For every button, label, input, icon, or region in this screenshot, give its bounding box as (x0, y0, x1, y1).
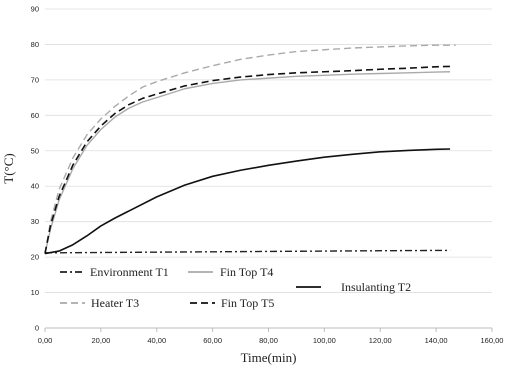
y-tick-label: 80 (31, 40, 39, 49)
legend-label: Heater T3 (91, 296, 139, 310)
x-tick-label: 120,00 (369, 336, 392, 345)
y-tick-label: 90 (31, 5, 39, 14)
y-tick-label: 60 (31, 111, 39, 120)
series-line-heater-t3 (44, 44, 456, 254)
legend: Environment T1 Fin Top T4 Heater T3 Fin Top… (60, 265, 411, 310)
y-tick-label: 20 (31, 253, 39, 262)
legend-label: Fin Top T5 (221, 296, 274, 310)
tick-labels: 0 10 20 30 40 50 60 70 80 90 0,00 20,00 40,00 60,00 80… (31, 5, 504, 346)
x-tick-label: 80,00 (259, 336, 278, 345)
x-tick-label: 0,00 (38, 336, 53, 345)
x-tick-label: 40,00 (147, 336, 166, 345)
x-tick-label: 140,00 (425, 336, 448, 345)
series-line-insulanting-t2 (44, 148, 451, 255)
gridlines (45, 8, 492, 293)
x-tick-label: 60,00 (203, 336, 222, 345)
x-axis-label: Time(min) (241, 350, 297, 365)
y-tick-label: 0 (35, 324, 39, 333)
legend-label: Environment T1 (90, 265, 169, 279)
y-tick-label: 10 (31, 288, 39, 297)
series-lines (44, 44, 456, 255)
y-tick-label: 70 (31, 75, 39, 84)
x-tick-label: 20,00 (91, 336, 110, 345)
y-tick-label: 30 (31, 217, 39, 226)
x-tick-label: 100,00 (313, 336, 336, 345)
legend-label: Insulanting T2 (341, 280, 411, 294)
series-line-environment-t1 (44, 249, 451, 254)
axes (44, 327, 493, 332)
series-line-fin-top-t4 (44, 71, 451, 254)
x-tick-label: 160,00 (481, 336, 504, 345)
y-tick-label: 50 (31, 146, 39, 155)
y-tick-label: 40 (31, 182, 39, 191)
y-axis-label: T(°C) (1, 153, 16, 183)
series-line-fin-top-t5 (44, 65, 451, 254)
legend-label: Fin Top T4 (220, 265, 273, 279)
